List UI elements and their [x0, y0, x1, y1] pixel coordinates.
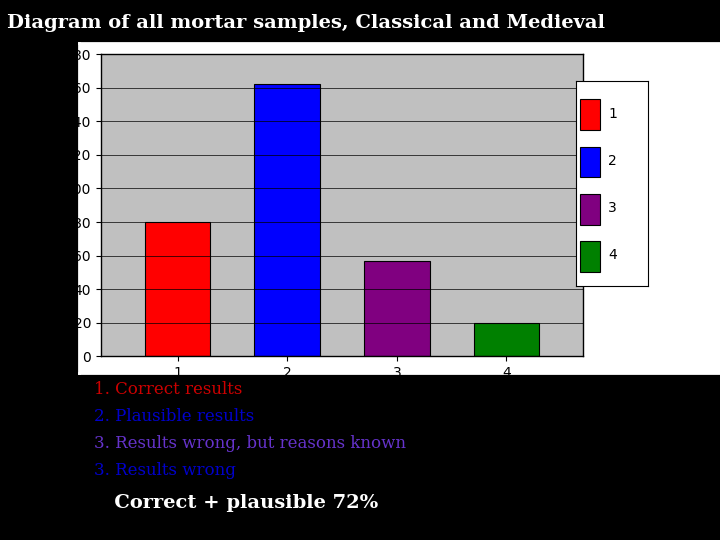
Text: 2: 2 — [608, 154, 617, 168]
Bar — [580, 147, 600, 178]
Text: 2. Plausible results: 2. Plausible results — [94, 408, 254, 424]
Text: 3. Results wrong, but reasons known: 3. Results wrong, but reasons known — [94, 435, 405, 451]
Text: Diagram of all mortar samples, Classical and Medieval: Diagram of all mortar samples, Classical… — [7, 14, 606, 31]
Bar — [580, 99, 600, 130]
Text: Correct + plausible 72%: Correct + plausible 72% — [94, 494, 378, 512]
Bar — [145, 222, 210, 356]
Bar — [364, 261, 430, 356]
Text: 3. Results wrong: 3. Results wrong — [94, 462, 235, 478]
Bar — [580, 194, 600, 225]
Bar — [474, 323, 539, 356]
Text: 1. Correct results: 1. Correct results — [94, 381, 242, 397]
Text: 3: 3 — [608, 201, 617, 215]
Bar — [580, 241, 600, 272]
Text: 1: 1 — [608, 107, 617, 121]
Bar — [254, 84, 320, 356]
Text: 4: 4 — [608, 248, 617, 262]
